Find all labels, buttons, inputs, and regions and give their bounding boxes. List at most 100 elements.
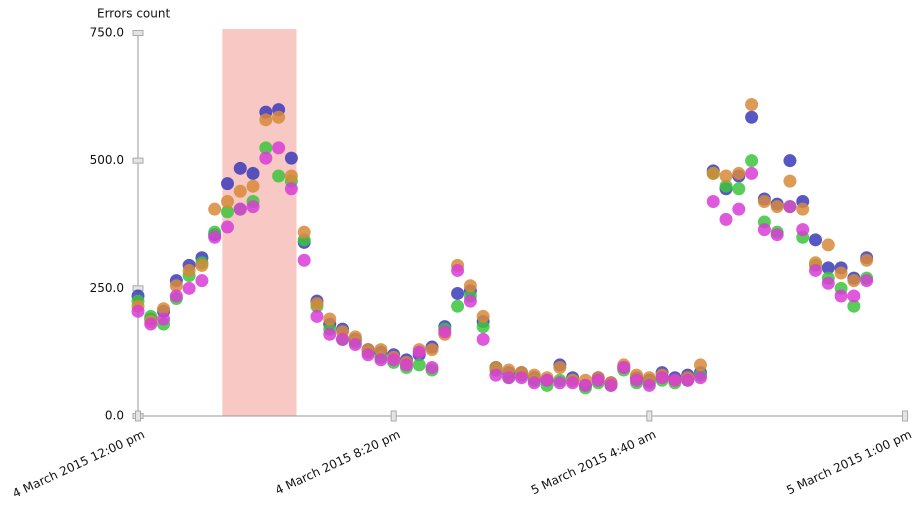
x-tick [135,410,141,422]
point [182,263,196,277]
point [284,151,298,165]
point [770,200,784,214]
point [719,212,733,226]
highlight-band [222,29,297,416]
point [284,169,298,183]
point [796,223,810,237]
point [821,238,835,252]
x-tick [390,410,397,422]
point [438,325,452,339]
point [847,289,861,303]
point [220,205,234,219]
y-tick-label: 750.0 [90,26,124,40]
point [706,195,720,209]
point [463,279,477,293]
point [527,376,541,390]
point [182,281,196,295]
point [655,371,669,385]
point [169,279,183,293]
point [451,299,465,313]
point [693,358,707,372]
point [297,225,311,239]
point [412,345,426,359]
point [272,110,286,124]
point [208,230,222,244]
point [195,258,209,272]
point [796,202,810,216]
point [745,154,759,168]
y-tick [132,30,144,36]
y-tick-label: 500.0 [90,153,124,167]
point [847,274,861,288]
point [732,202,746,216]
point [374,343,388,357]
point [489,368,503,382]
y-tick-label: 0.0 [105,409,124,423]
point [630,373,644,387]
point [220,177,234,191]
x-tick-label: 4 March 2015 8:20 pm [273,427,402,497]
point [783,200,797,214]
point [412,358,426,372]
point [591,373,605,387]
point [757,223,771,237]
point [272,141,286,155]
point [540,373,554,387]
point [719,179,733,193]
x-tick-label: 4 March 2015 12:00 pm [10,427,146,501]
y-axis-label: Errors count [97,7,170,21]
point [451,263,465,277]
point [847,299,861,313]
x-tick [902,410,908,422]
point [259,113,273,127]
point [259,151,273,165]
point [834,289,848,303]
point [693,371,707,385]
y-tick [132,157,144,164]
point [617,360,631,374]
point [144,317,158,331]
point [515,371,528,385]
point [770,228,784,242]
point [233,202,247,216]
point [476,320,490,334]
point [860,274,874,288]
point [745,110,759,124]
point [745,97,759,111]
point [361,348,375,362]
point [425,343,439,357]
point [706,166,720,180]
point [348,338,362,352]
point [220,195,234,209]
point [157,312,171,326]
point [553,360,567,374]
point [310,297,324,311]
point [463,294,477,308]
point [578,378,592,392]
x-tick-label: 5 March 2015 1:00 pm [784,427,913,497]
point [809,263,823,277]
point [451,286,465,300]
point [323,312,337,326]
point [668,373,682,387]
point [425,360,439,374]
point [374,353,388,367]
point [860,253,874,267]
point [745,166,759,180]
x-tick-label: 5 March 2015 4:40 am [529,427,658,497]
point [732,182,746,196]
point [233,184,247,198]
point [246,200,260,214]
point [834,266,848,280]
point [284,182,298,196]
point [783,154,797,168]
point [195,274,209,288]
point [476,332,490,346]
point [757,195,771,209]
point [783,174,797,188]
point [476,309,490,323]
point [502,371,516,385]
point [821,261,835,275]
point [246,179,260,193]
